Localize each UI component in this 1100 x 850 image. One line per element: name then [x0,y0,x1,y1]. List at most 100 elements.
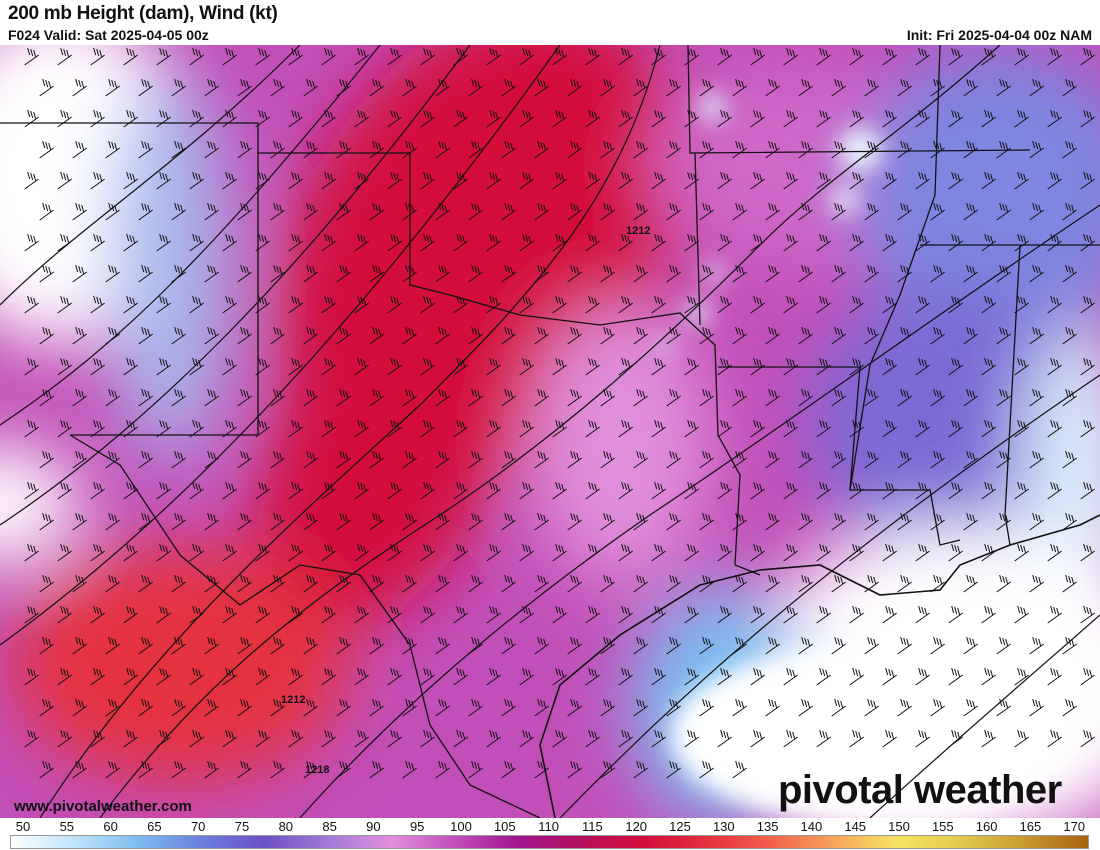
wind-barb [666,698,681,717]
wind-barb [72,450,87,469]
wind-barb [750,295,765,314]
wind-barb [882,109,897,128]
wind-barb [552,605,567,624]
wind-barb [699,512,714,531]
wind-barb [600,264,615,283]
wind-barb [552,419,567,438]
colorbar-tick-label: 155 [931,819,954,834]
wind-barb [948,419,963,438]
wind-barb [534,326,549,345]
wind-barb [633,698,648,717]
wind-barb [585,605,600,624]
wind-barb [138,698,153,717]
wind-barb [156,605,171,624]
wind-barb [633,326,648,345]
wind-barb [699,388,714,407]
wind-barb [519,47,534,66]
wind-barb [156,233,171,252]
wind-barb [435,636,450,655]
wind-barb [321,109,336,128]
wind-barb [138,202,153,221]
wind-barb [666,450,681,469]
wind-barb [750,233,765,252]
wind-barb [684,109,699,128]
wind-barb [123,605,138,624]
wind-barb [24,543,39,562]
wind-barb [600,636,615,655]
wind-barb [501,574,516,593]
wind-barb [1047,605,1062,624]
wind-barb [816,605,831,624]
wind-barb [864,512,879,531]
wind-barb [831,698,846,717]
wind-barb [996,78,1011,97]
wind-barb [354,171,369,190]
wind-barb [732,574,747,593]
wind-barb [303,574,318,593]
wind-barb [24,295,39,314]
wind-barb [156,171,171,190]
weather-map[interactable]: 1212 1212 1218 [0,45,1100,818]
wind-barb [288,481,303,500]
wind-barb [600,140,615,159]
wind-barb [453,295,468,314]
wind-barb [387,729,402,748]
wind-barb [336,264,351,283]
wind-barb [831,388,846,407]
wind-barb [453,605,468,624]
wind-barb [321,667,336,686]
wind-barb [435,388,450,407]
wind-barb [39,264,54,283]
wind-barb [138,388,153,407]
wind-barb [783,295,798,314]
wind-barb [915,47,930,66]
wind-barb [222,295,237,314]
wind-barb [651,109,666,128]
wind-barb [699,450,714,469]
wind-barb [864,264,879,283]
wind-barb [750,419,765,438]
wind-barb [204,202,219,221]
wind-barb [270,78,285,97]
wind-barb [453,233,468,252]
wind-barb [765,450,780,469]
wind-barb [750,667,765,686]
wind-barb [105,760,120,779]
wind-barb [501,202,516,221]
wind-barb [783,543,798,562]
wind-barb [189,171,204,190]
wind-barb [930,78,945,97]
wind-barb [486,729,501,748]
wind-barb [519,357,534,376]
wind-barb [948,667,963,686]
wind-barb [171,140,186,159]
wind-barb [105,264,120,283]
wind-barb [963,450,978,469]
wind-barb [354,47,369,66]
wind-barb [222,667,237,686]
wind-barb [189,729,204,748]
wind-barb [948,47,963,66]
website-url[interactable]: www.pivotalweather.com [14,798,192,815]
wind-barb [897,698,912,717]
wind-barb [453,729,468,748]
wind-barb [354,481,369,500]
wind-barb [90,233,105,252]
wind-barb [948,729,963,748]
wind-barb [633,636,648,655]
wind-barb [156,295,171,314]
wind-barb [1014,171,1029,190]
wind-barb [732,760,747,779]
wind-barb [468,388,483,407]
wind-barb [171,450,186,469]
wind-barb [453,47,468,66]
wind-barb [816,171,831,190]
wind-barb [882,295,897,314]
wind-barb [684,419,699,438]
wind-barb [930,698,945,717]
wind-barb [585,171,600,190]
wind-barb [699,264,714,283]
wind-barb [486,295,501,314]
wind-barb [1080,171,1095,190]
wind-barb [336,140,351,159]
